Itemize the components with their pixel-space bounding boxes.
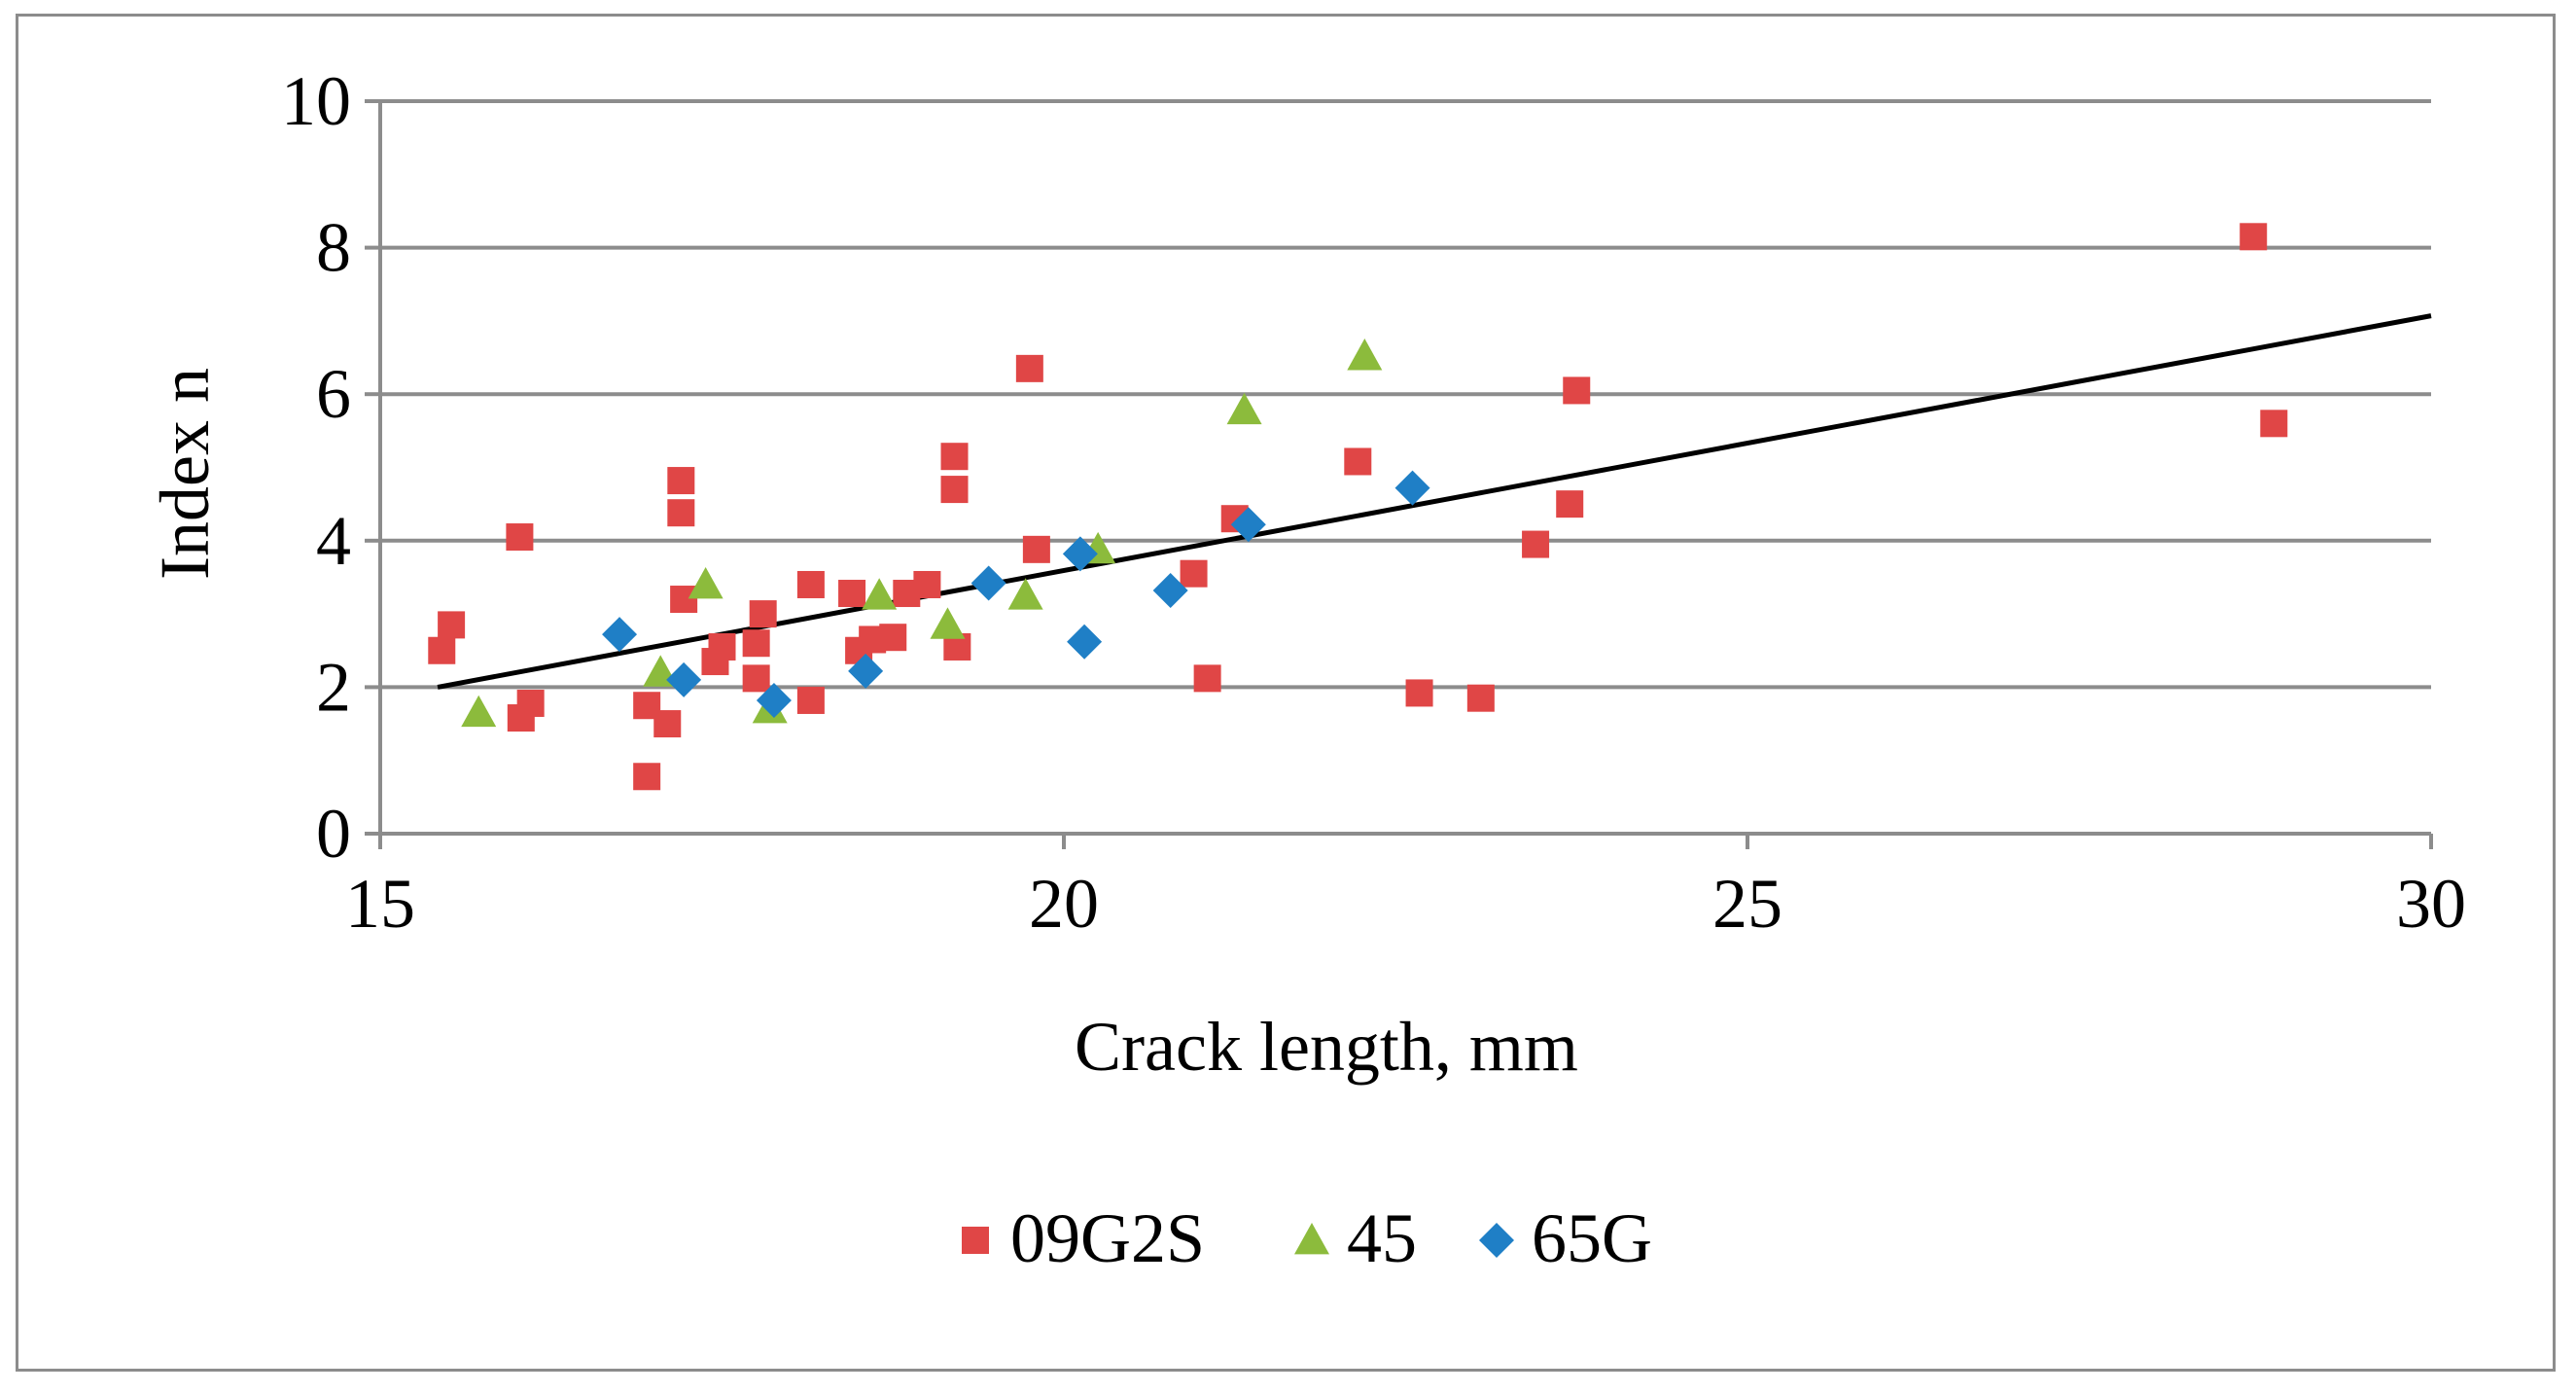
point-09G2S-30 bbox=[1193, 664, 1221, 693]
point-65G-2 bbox=[756, 682, 792, 718]
point-09G2S-8 bbox=[667, 467, 695, 495]
trendline bbox=[437, 313, 2432, 690]
legend-marker-45 bbox=[1294, 1223, 1329, 1255]
point-09G2S-1 bbox=[438, 611, 466, 639]
point-65G-3 bbox=[848, 653, 884, 689]
tick-labels: 0 2 4 6 8 10 15 20 25 30 bbox=[281, 62, 2466, 943]
point-09G2S-27 bbox=[1015, 354, 1043, 382]
series-65G bbox=[602, 470, 1430, 718]
point-09G2S-37 bbox=[1563, 376, 1591, 405]
point-45-8 bbox=[1226, 392, 1262, 425]
point-65G-5 bbox=[1062, 536, 1098, 572]
chart-frame: 0 2 4 6 8 10 15 20 25 30 Crack length, mm Index n… bbox=[16, 14, 2556, 1372]
point-09G2S-2 bbox=[506, 523, 534, 552]
point-45-0 bbox=[461, 695, 497, 728]
point-09G2S-5 bbox=[633, 763, 661, 791]
point-09G2S-39 bbox=[2260, 410, 2288, 438]
point-09G2S-12 bbox=[708, 632, 736, 661]
legend-item-65G: 65G bbox=[1479, 1199, 1652, 1277]
point-09G2S-36 bbox=[1556, 490, 1584, 518]
point-09G2S-15 bbox=[749, 600, 777, 628]
legend: 09G2S 45 65G bbox=[962, 1199, 1652, 1277]
point-65G-9 bbox=[1394, 470, 1430, 506]
point-09G2S-7 bbox=[653, 710, 682, 738]
point-65G-1 bbox=[666, 661, 702, 697]
point-65G-4 bbox=[970, 565, 1006, 601]
y-axis-title: Index n bbox=[146, 368, 224, 580]
y-tick-label-2: 2 bbox=[316, 648, 351, 726]
series-09G2S bbox=[428, 223, 2288, 791]
trendline-layer bbox=[437, 313, 2432, 690]
legend-marker-65G bbox=[1479, 1223, 1514, 1258]
point-65G-0 bbox=[602, 617, 638, 653]
scatter-chart: 0 2 4 6 8 10 15 20 25 30 Crack length, mm Index n… bbox=[146, 62, 2466, 1277]
x-tick-label-15: 15 bbox=[345, 865, 415, 943]
legend-label-09G2S: 09G2S bbox=[1010, 1199, 1205, 1277]
point-09G2S-13 bbox=[742, 629, 770, 658]
point-09G2S-32 bbox=[1344, 447, 1372, 476]
y-tick-label-4: 4 bbox=[316, 502, 351, 580]
point-65G-7 bbox=[1152, 573, 1188, 609]
point-65G-8 bbox=[1230, 507, 1266, 543]
x-tick-label-20: 20 bbox=[1029, 865, 1099, 943]
point-45-2 bbox=[688, 566, 723, 599]
point-09G2S-35 bbox=[1522, 530, 1550, 558]
x-tick-label-25: 25 bbox=[1712, 865, 1782, 943]
point-45-9 bbox=[1347, 339, 1383, 371]
y-tick-label-8: 8 bbox=[316, 209, 351, 287]
legend-label-45: 45 bbox=[1347, 1199, 1417, 1277]
x-axis-title: Crack length, mm bbox=[1075, 1008, 1578, 1086]
legend-item-09G2S: 09G2S bbox=[962, 1199, 1205, 1277]
x-tick-label-30: 30 bbox=[2396, 865, 2466, 943]
point-09G2S-0 bbox=[428, 636, 456, 664]
point-09G2S-21 bbox=[879, 624, 907, 652]
y-tick-label-10: 10 bbox=[281, 62, 351, 140]
legend-label-65G: 65G bbox=[1532, 1199, 1652, 1277]
legend-marker-09G2S bbox=[962, 1227, 989, 1254]
point-09G2S-16 bbox=[796, 570, 825, 598]
point-09G2S-14 bbox=[742, 664, 770, 693]
point-45-4 bbox=[862, 578, 898, 610]
point-09G2S-24 bbox=[940, 443, 969, 471]
point-65G-6 bbox=[1067, 624, 1103, 660]
point-09G2S-28 bbox=[1022, 535, 1050, 563]
y-tick-label-0: 0 bbox=[316, 795, 351, 873]
point-09G2S-34 bbox=[1466, 684, 1495, 712]
point-09G2S-29 bbox=[1180, 559, 1208, 588]
axes bbox=[365, 99, 2433, 849]
point-09G2S-17 bbox=[796, 686, 825, 714]
point-45-6 bbox=[1007, 578, 1043, 610]
point-45-5 bbox=[930, 607, 966, 639]
legend-item-45: 45 bbox=[1294, 1199, 1417, 1277]
y-tick-label-6: 6 bbox=[316, 355, 351, 433]
point-09G2S-4 bbox=[516, 689, 545, 717]
point-09G2S-25 bbox=[940, 476, 969, 504]
data-points bbox=[428, 223, 2288, 791]
point-09G2S-9 bbox=[667, 499, 695, 527]
point-09G2S-23 bbox=[913, 570, 941, 598]
point-09G2S-33 bbox=[1405, 679, 1433, 707]
gridlines bbox=[380, 99, 2431, 690]
point-09G2S-38 bbox=[2240, 223, 2268, 251]
point-09G2S-18 bbox=[838, 580, 866, 608]
